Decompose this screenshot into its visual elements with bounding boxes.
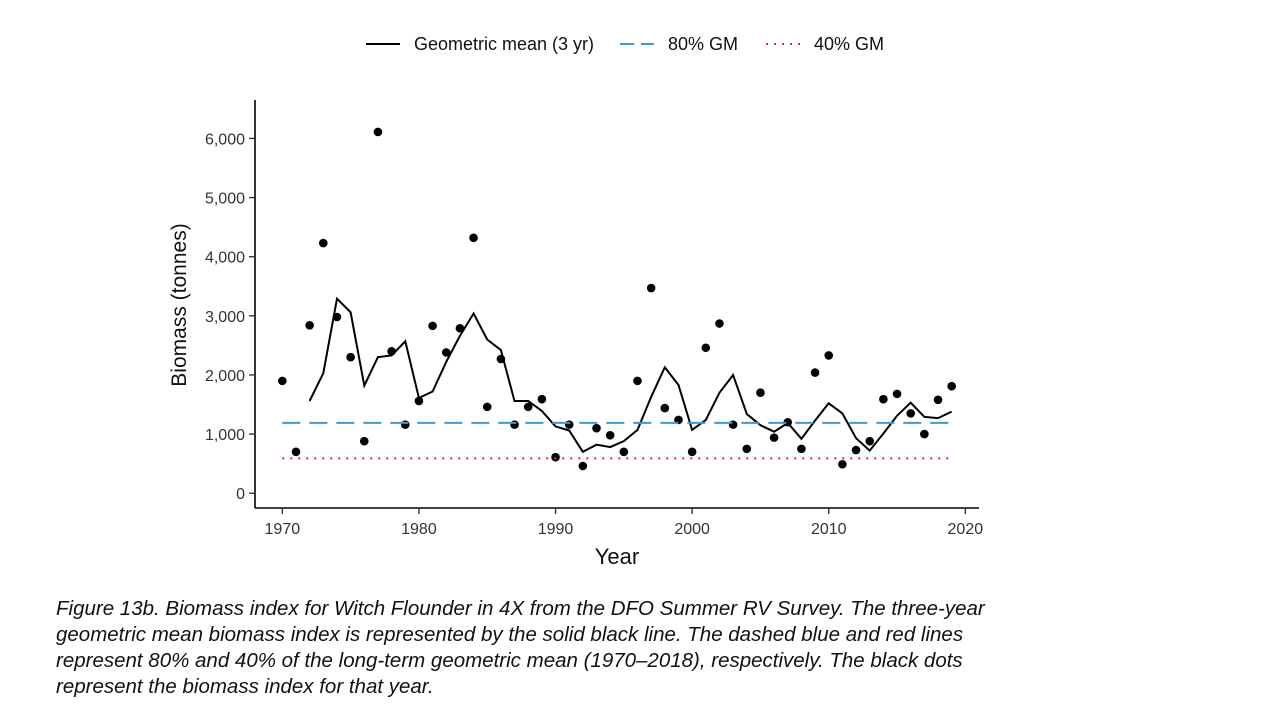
- x-tick-label: 2010: [811, 521, 847, 538]
- biomass-point: [756, 388, 765, 397]
- x-axis-label: Year: [595, 544, 639, 569]
- biomass-point: [551, 452, 560, 462]
- biomass-point: [592, 423, 601, 433]
- y-axis-label: Biomass (tonnes): [168, 223, 191, 386]
- biomass-point: [824, 351, 834, 360]
- chart-plot-area: [278, 127, 956, 471]
- caption-line: geometric mean biomass index is represen…: [56, 623, 964, 646]
- biomass-point: [797, 444, 806, 454]
- figure-caption: Figure 13b. Biomass index for Witch Flou…: [56, 596, 1156, 700]
- biomass-point: [605, 430, 615, 440]
- biomass-point: [879, 394, 888, 404]
- biomass-point: [332, 312, 342, 322]
- x-tick-label: 1970: [265, 521, 301, 538]
- biomass-point: [783, 417, 793, 427]
- biomass-point: [537, 394, 547, 404]
- y-tick-label: 3,000: [205, 309, 245, 326]
- biomass-point: [400, 420, 410, 429]
- biomass-point: [906, 409, 915, 418]
- biomass-point: [646, 283, 656, 293]
- biomass-point: [633, 376, 642, 386]
- biomass-point: [619, 447, 629, 457]
- biomass-point: [715, 319, 724, 328]
- y-tick-label: 6,000: [205, 131, 245, 148]
- y-tick-label: 1,000: [205, 427, 245, 444]
- biomass-point: [469, 233, 478, 243]
- biomass-point: [441, 348, 451, 357]
- biomass-point: [933, 395, 943, 405]
- biomass-point: [728, 420, 738, 429]
- x-tick-label: 2020: [948, 521, 984, 538]
- caption-line: represent 80% and 40% of the long-term g…: [56, 649, 963, 672]
- x-tick-label: 2000: [674, 521, 710, 538]
- y-tick-label: 2,000: [205, 368, 245, 385]
- biomass-point: [496, 354, 506, 364]
- y-tick-label: 4,000: [205, 250, 245, 267]
- geometric-mean-line: [308, 296, 953, 454]
- biomass-point: [428, 321, 437, 331]
- biomass-point: [414, 396, 424, 406]
- biomass-point: [455, 323, 465, 333]
- biomass-point: [387, 347, 396, 356]
- biomass-point: [578, 461, 588, 471]
- biomass-point: [687, 447, 697, 457]
- caption-line: represent the biomass index for that yea…: [56, 675, 434, 698]
- legend-label: 40% GM: [814, 34, 884, 54]
- chart-legend: Geometric mean (3 yr) 80% GM 40% GM: [366, 34, 884, 54]
- biomass-point: [865, 436, 875, 446]
- biomass-point: [482, 402, 492, 412]
- biomass-point: [660, 403, 670, 413]
- biomass-point: [947, 381, 956, 391]
- biomass-point: [305, 320, 314, 330]
- legend-label: 80% GM: [668, 34, 738, 54]
- biomass-point: [892, 389, 902, 399]
- biomass-point: [742, 444, 752, 454]
- biomass-point: [319, 238, 328, 248]
- x-tick-label: 1980: [401, 521, 437, 538]
- biomass-point: [359, 436, 369, 446]
- y-tick-label: 5,000: [205, 191, 245, 208]
- caption-line: Figure 13b. Biomass index for Witch Flou…: [56, 597, 985, 620]
- chart-axes: 0 1,000 2,000 3,000 4,000 5,000 6,000 1970 1980 1…: [205, 100, 983, 538]
- y-tick-label: 0: [236, 486, 245, 503]
- biomass-point: [769, 433, 779, 442]
- biomass-point: [278, 376, 287, 386]
- biomass-point: [701, 343, 711, 353]
- biomass-chart: Geometric mean (3 yr) 80% GM 40% GM 0 1,000…: [168, 34, 983, 569]
- biomass-point: [810, 368, 820, 377]
- biomass-point: [346, 352, 355, 362]
- biomass-point: [523, 402, 533, 412]
- biomass-point: [291, 447, 301, 457]
- biomass-point: [373, 127, 383, 137]
- biomass-point: [564, 420, 574, 429]
- x-tick-label: 1990: [538, 521, 574, 538]
- biomass-point: [920, 429, 929, 439]
- legend-label: Geometric mean (3 yr): [414, 34, 594, 54]
- biomass-point: [838, 459, 847, 469]
- biomass-point: [851, 445, 861, 455]
- biomass-point: [510, 420, 519, 429]
